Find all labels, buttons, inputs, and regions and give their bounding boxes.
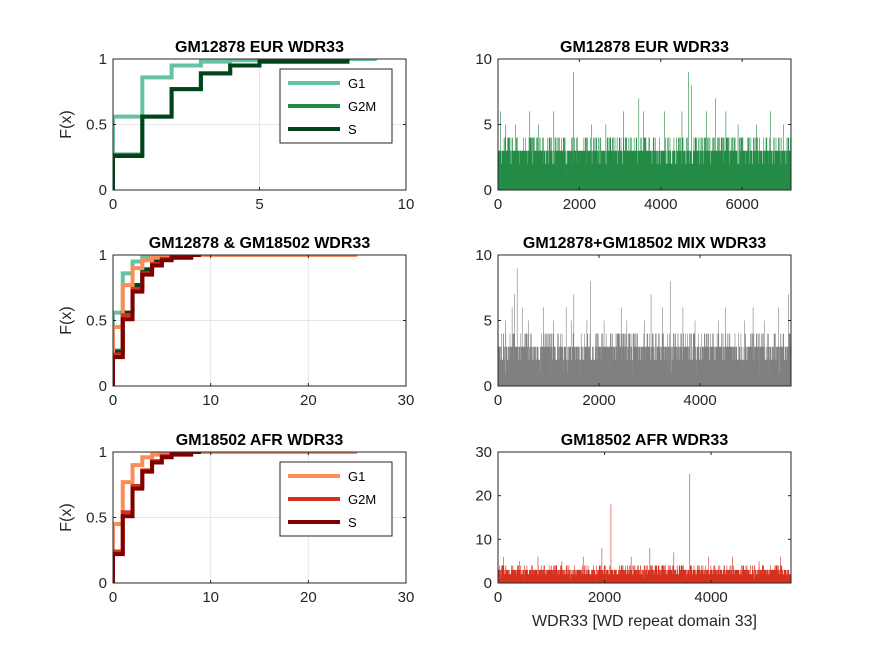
y-tick-label: 0 [484,575,492,592]
y-tick-label: 1 [99,51,107,68]
x-tick-label: 30 [398,589,415,606]
legend-label-s: S [348,515,357,530]
x-tick-label: 2000 [588,589,621,606]
y-axis-label: F(x) [58,110,75,138]
y-tick-label: 0 [484,182,492,199]
chart-title: GM12878 & GM18502 WDR33 [149,235,371,252]
y-tick-label: 0 [99,378,107,395]
x-tick-label: 10 [398,196,415,213]
chart-title: GM18502 AFR WDR33 [561,432,729,449]
x-tick-label: 0 [494,589,502,606]
chart-panel-1: 0 5 10 0 0.5 1 GM12878 EUR WDR33 F(x) G1 G2M S [58,39,414,213]
x-tick-label: 10 [202,589,219,606]
legend-label-g2m: G2M [348,99,376,114]
x-tick-label: 4000 [694,589,727,606]
y-tick-label: 30 [475,444,492,461]
x-tick-label: 0 [494,196,502,213]
x-tick-label: 20 [300,392,317,409]
x-tick-label: 4000 [644,196,677,213]
x-tick-label: 0 [109,392,117,409]
y-tick-label: 10 [475,247,492,264]
x-tick-label: 0 [109,196,117,213]
chart-panel-3: 0 10 20 30 0 0.5 1 GM12878 & GM18502 WDR33 F(x) [58,235,414,409]
plot-marks [113,59,377,190]
y-tick-label: 0.5 [86,510,107,527]
spike-bars [498,473,791,583]
x-tick-label: 5 [255,196,263,213]
chart-panel-4: 0 2000 4000 0 5 10 GM12878+GM18502 MIX WDR33 [475,235,792,409]
ecdf-line-s [113,452,201,583]
x-tick-label: 20 [300,589,317,606]
tick-marks [112,451,407,584]
y-tick-label: 5 [484,117,492,134]
tick-marks [497,254,791,387]
y-tick-label: 5 [484,313,492,330]
plot-marks [113,452,358,583]
y-tick-label: 0.5 [86,313,107,330]
chart-panel-6: 0 2000 4000 0 10 20 30 GM18502 AFR WDR33 WDR33 [… [475,432,792,630]
y-tick-label: 10 [475,531,492,548]
y-tick-label: 10 [475,51,492,68]
chart-title: GM12878 EUR WDR33 [560,39,729,56]
ecdf-line-series-6 [113,255,201,386]
y-tick-label: 0 [484,378,492,395]
y-tick-label: 1 [99,444,107,461]
legend-label-g2m: G2M [348,492,376,507]
x-tick-label: 2000 [582,392,615,409]
y-tick-label: 20 [475,488,492,505]
tick-marks [112,58,407,191]
chart-panel-2: 0 2000 4000 6000 0 5 10 GM12878 EUR WDR33 [475,39,792,213]
axes-box [497,451,792,584]
y-axis-label: F(x) [58,306,75,334]
chart-title: GM12878 EUR WDR33 [175,39,344,56]
y-tick-label: 0 [99,575,107,592]
plot-area [498,452,791,583]
chart-panel-5: 0 10 20 30 0 0.5 1 GM18502 AFR WDR33 F(x) G1 G2M S [58,432,414,606]
legend-label-g1: G1 [348,76,365,91]
y-tick-label: 1 [99,247,107,264]
chart-title: GM18502 AFR WDR33 [176,432,344,449]
x-tick-label: 0 [494,392,502,409]
plot-marks [498,473,791,583]
chart-title: GM12878+GM18502 MIX WDR33 [523,235,766,252]
legend: G1 G2M S [279,461,393,537]
tick-marks [497,58,791,191]
tick-marks [497,451,791,584]
y-axis-label: F(x) [58,503,75,531]
x-tick-label: 6000 [725,196,758,213]
plot-marks [113,255,358,386]
x-tick-label: 2000 [563,196,596,213]
x-tick-label: 0 [109,589,117,606]
ecdf-line-s [113,59,350,190]
legend: G1 G2M S [279,68,393,144]
x-tick-label: 30 [398,392,415,409]
legend-label-g1: G1 [348,469,365,484]
x-axis-label: WDR33 [WD repeat domain 33] [532,613,757,630]
x-tick-label: 10 [202,392,219,409]
legend-label-s: S [348,122,357,137]
y-tick-label: 0.5 [86,117,107,134]
x-tick-label: 4000 [683,392,716,409]
y-tick-label: 0 [99,182,107,199]
tick-marks [112,254,407,387]
